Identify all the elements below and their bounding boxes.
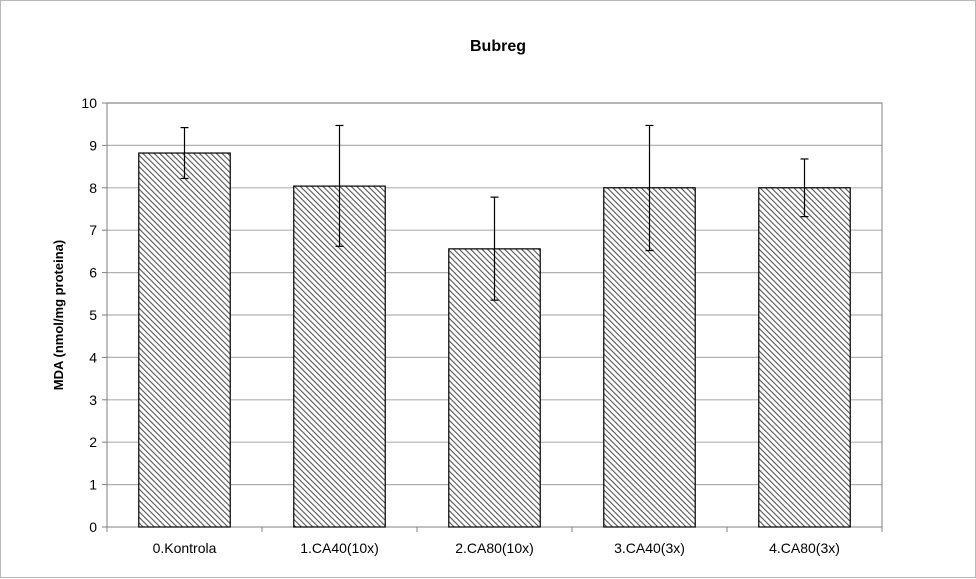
- y-axis-label: MDA (nmol/mg proteina): [51, 240, 66, 390]
- y-tick-label: 3: [89, 392, 97, 408]
- y-tick-label: 5: [89, 307, 97, 323]
- bar: [758, 187, 851, 528]
- x-tick-label: 2.CA80(10x): [455, 540, 534, 556]
- x-tick-label: 3.CA40(3x): [614, 540, 685, 556]
- bars: [138, 152, 851, 528]
- y-tick-label: 9: [89, 137, 97, 153]
- y-tick-label: 2: [89, 434, 97, 450]
- y-tick-label: 4: [89, 349, 97, 365]
- x-tick-label: 1.CA40(10x): [300, 540, 379, 556]
- chart-title: Bubreg: [470, 38, 526, 55]
- y-tick-label: 0: [89, 519, 97, 535]
- bar: [138, 152, 231, 528]
- y-tick-labels: 0 1 2 3 4 5 6 7 8 9 10: [81, 95, 97, 535]
- y-tick-label: 1: [89, 477, 97, 493]
- y-tick-label: 10: [81, 95, 97, 111]
- x-tick-label: 4.CA80(3x): [769, 540, 840, 556]
- y-tick-label: 8: [89, 180, 97, 196]
- y-tick-label: 7: [89, 222, 97, 238]
- x-tick-label: 0.Kontrola: [153, 540, 217, 556]
- x-tick-labels: 0.Kontrola 1.CA40(10x) 2.CA80(10x) 3.CA40(3…: [153, 540, 840, 556]
- y-tick-label: 6: [89, 265, 97, 281]
- error-bars: [180, 124, 809, 301]
